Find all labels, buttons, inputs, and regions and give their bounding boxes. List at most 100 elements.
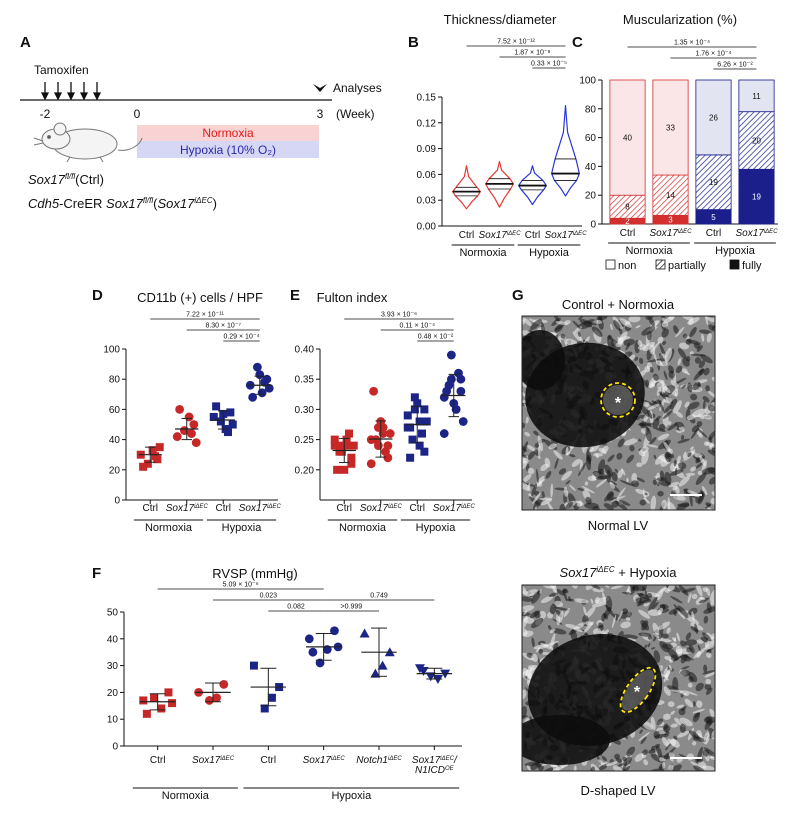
data-point — [223, 428, 232, 437]
speckle — [617, 469, 624, 479]
speckle — [642, 749, 648, 756]
speckle — [703, 615, 709, 624]
speckle — [563, 608, 570, 617]
group-label: Hypoxia — [715, 245, 756, 257]
image-frame — [521, 315, 716, 511]
speckle — [585, 606, 596, 619]
data-point — [377, 660, 388, 670]
ultrasound-image — [522, 316, 715, 510]
speckle — [610, 480, 618, 486]
speckle — [640, 620, 650, 631]
speckle — [583, 606, 587, 617]
speckle — [533, 430, 539, 436]
speckle — [670, 723, 679, 728]
speckle — [707, 404, 715, 412]
mouse-illustration — [33, 122, 143, 163]
speckle — [522, 605, 535, 613]
data-point — [454, 368, 463, 378]
data-point — [191, 438, 201, 448]
speckle — [687, 592, 692, 604]
speckle — [656, 718, 664, 726]
y-tick-label: 0.40 — [295, 345, 315, 356]
panel-a: A Tamoxifen Analyses -2 0 3 (Week) Normo… — [20, 34, 382, 211]
speckle — [571, 458, 581, 467]
speckle — [695, 682, 704, 692]
data-point — [175, 405, 185, 414]
speckle — [698, 433, 703, 438]
speckle — [652, 418, 660, 429]
speckle — [708, 476, 715, 485]
lumen-marker: * — [634, 684, 641, 701]
speckle — [701, 333, 705, 342]
speckle — [638, 609, 651, 619]
x-tick-label: Sox17iΔEC — [166, 503, 209, 514]
speckle — [687, 317, 700, 325]
data-point — [337, 441, 346, 450]
speckle — [607, 454, 615, 462]
data-point — [371, 435, 381, 444]
bar-segment — [652, 174, 689, 216]
speckle — [653, 650, 661, 663]
data-point — [410, 405, 419, 414]
y-tick-label: 0.09 — [417, 144, 437, 155]
speckle — [696, 639, 704, 644]
speckle — [686, 647, 693, 653]
analysis-marker — [313, 84, 327, 92]
x-tick-label: Sox17iΔEC — [192, 755, 235, 766]
speckle — [611, 500, 620, 508]
condition-label: Hypoxia (10% O₂) — [180, 143, 276, 157]
speckle — [621, 467, 626, 476]
data-point — [333, 465, 342, 474]
speckle — [602, 591, 607, 605]
data-point — [216, 417, 225, 426]
speckle — [692, 708, 705, 714]
legend-label: fully — [742, 260, 762, 272]
speckle — [653, 454, 657, 460]
y-tick-label: 0 — [590, 220, 596, 231]
speckle — [525, 416, 529, 424]
speckle — [705, 734, 710, 744]
panel-letter: G — [512, 287, 524, 304]
speckle — [535, 647, 541, 653]
data-point — [172, 432, 182, 441]
genotype-label: Cdh5-CreER Sox17fl/fl(Sox17iΔEC) — [28, 196, 217, 211]
panel-letter: C — [572, 34, 583, 51]
y-tick-label: 0.15 — [417, 93, 437, 104]
speckle — [524, 432, 531, 437]
label-part: Sox17 — [412, 755, 441, 766]
image-caption: Normal LV — [588, 518, 649, 533]
speckle — [539, 589, 542, 594]
speckle — [532, 492, 541, 504]
speckle — [673, 459, 677, 467]
speckle — [583, 319, 595, 324]
legend-label: non — [618, 260, 636, 272]
speckle — [643, 759, 649, 766]
speckle — [695, 585, 703, 597]
speckle — [708, 436, 713, 443]
speckle — [678, 462, 687, 470]
speckle — [703, 606, 715, 614]
x-tick-label: Sox17iΔEC — [433, 503, 476, 514]
speckle — [677, 358, 682, 366]
data-point — [148, 446, 157, 455]
speckle — [646, 409, 653, 419]
genotype-part: Sox17 — [157, 196, 195, 211]
data-point — [373, 423, 383, 432]
segment-count: 11 — [752, 92, 761, 101]
data-point — [349, 441, 358, 450]
group-label: Normoxia — [625, 245, 673, 257]
speckle — [669, 398, 678, 410]
y-tick-label: 100 — [579, 76, 596, 87]
p-value-label: 0.29 × 10⁻⁴ — [223, 334, 259, 341]
y-tick-label: 50 — [107, 608, 119, 619]
speckle — [642, 721, 654, 730]
y-tick-label: 0 — [112, 742, 118, 753]
speckle — [709, 588, 715, 603]
segment-count: 33 — [666, 124, 675, 133]
y-tick-label: 60 — [109, 405, 121, 416]
speckle — [679, 723, 686, 734]
legend-swatch — [655, 259, 666, 270]
speckle — [604, 464, 613, 477]
data-point — [212, 693, 221, 703]
x-tick-label: Sox17iΔEC — [478, 230, 521, 241]
